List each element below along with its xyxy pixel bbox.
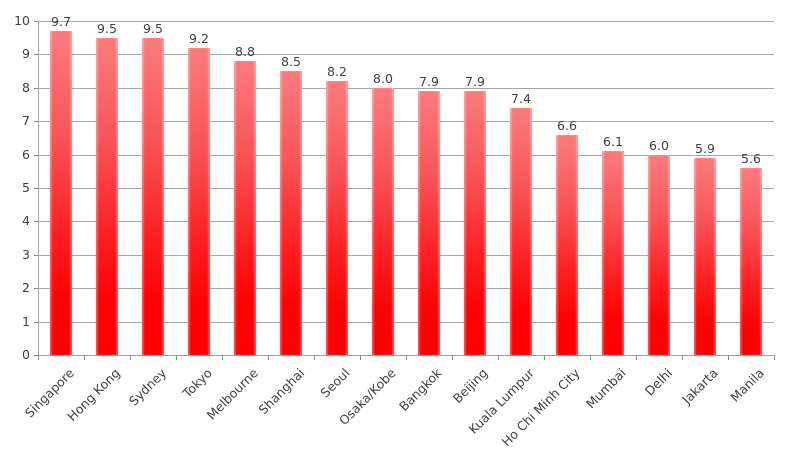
x-axis-tick [314,355,315,360]
bar-value-label: 9.7 [51,14,71,30]
bar [556,134,578,355]
x-axis-label: Beijing [450,365,491,406]
y-tick-label: 5 [22,180,30,195]
bar-value-label: 5.9 [695,140,715,156]
x-axis-tick [544,355,545,360]
y-tick-label: 2 [22,280,30,296]
bar-value-label: 9.2 [189,30,209,46]
x-axis-tick [452,355,453,360]
x-axis-tick [636,355,637,360]
x-axis-tick [406,355,407,360]
y-axis-tick [34,21,39,22]
x-axis-tick [360,355,361,360]
y-tick-label: 8 [22,79,30,95]
x-axis-label: Bangkok [396,365,445,414]
x-axis-tick [38,355,39,360]
y-tick-label: 4 [22,213,30,229]
y-axis-tick [34,321,39,323]
x-axis-tick [682,355,683,360]
bar-value-label: 8.5 [281,54,301,70]
y-tick-label: 6 [22,146,30,162]
gridline [38,254,774,256]
x-axis-label: Shanghai [254,365,307,418]
x-axis-label: Mumbai [582,365,629,412]
gridline [38,21,774,22]
bar [326,81,348,355]
gridline [38,154,774,156]
y-tick-label: 7 [22,113,30,129]
x-axis-label: Jakarta [679,365,721,407]
y-axis-tick [34,254,39,256]
bar [188,47,210,355]
y-tick-label: 10 [14,13,30,28]
x-axis-tick [590,355,591,360]
x-axis-tick [774,355,775,360]
y-axis-tick [34,54,39,56]
bar-value-label: 7.9 [465,74,485,90]
y-axis-tick [34,154,39,156]
bar [602,151,624,355]
y-axis-tick [34,221,39,223]
gridline [38,321,774,323]
bar [142,37,164,355]
bar-value-label: 6.0 [649,137,669,153]
x-axis-tick [222,355,223,360]
y-axis-tick [34,121,39,123]
bar [418,91,440,355]
bar [50,31,72,355]
y-tick-label: 3 [22,246,30,262]
gridline [38,54,774,56]
bar [372,87,394,355]
bar-value-label: 7.9 [419,74,439,90]
x-axis-tick [498,355,499,360]
x-axis-tick [84,355,85,360]
bar-value-label: 6.6 [557,117,577,133]
y-axis-tick [34,188,39,189]
x-axis-label: Manila [727,365,767,405]
y-tick-label: 9 [22,46,30,62]
gridline [38,87,774,89]
bar [96,37,118,355]
bar [464,91,486,355]
gridline [38,188,774,189]
y-axis-tick [34,355,39,356]
gridline [38,121,774,123]
x-axis-tick [728,355,729,360]
x-axis-label: Sydney [125,365,169,409]
x-axis-label: Tokyo [179,365,215,401]
bar-value-label: 8.0 [373,70,393,86]
bar-value-label: 7.4 [511,90,531,106]
bar [280,71,302,355]
y-axis-line [38,21,39,355]
bar [740,167,762,355]
x-axis-tick [268,355,269,360]
y-tick-label: 1 [22,313,30,329]
y-axis-tick [34,288,39,290]
x-axis-tick [176,355,177,360]
bar-value-label: 9.5 [97,20,117,36]
y-axis-tick [34,87,39,89]
bar-value-label: 8.8 [235,44,255,60]
bar-value-label: 5.6 [741,150,761,166]
bar-value-label: 8.2 [327,64,347,80]
x-axis-tick [130,355,131,360]
x-axis-label: Delhi [641,365,675,399]
bar [234,61,256,355]
y-tick-label: 0 [22,347,30,362]
bar [648,154,670,355]
bar [694,157,716,355]
gridline [38,288,774,290]
bar [510,107,532,355]
gridline [38,221,774,223]
bar-value-label: 9.5 [143,20,163,36]
x-axis-label: Seoul [317,365,353,401]
bar-value-label: 6.1 [603,134,623,150]
